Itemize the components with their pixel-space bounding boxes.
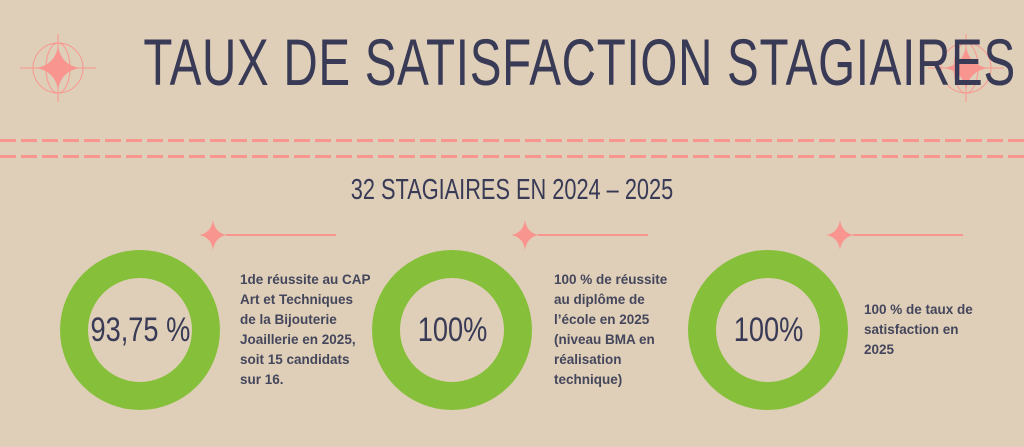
- decor-line: [853, 234, 963, 236]
- subtitle: 32 STAGIAIRES EN 2024 – 2025: [350, 174, 674, 206]
- donut-chart-2: 100%: [372, 250, 532, 410]
- sparkle-globe-icon-left: [20, 34, 96, 102]
- decor-line: [226, 234, 336, 236]
- desc-line: réalisation: [554, 352, 622, 367]
- desc-line: satisfaction en: [864, 322, 959, 337]
- desc-line: soit 15 candidats: [240, 352, 350, 367]
- donut-chart-1: 93,75 %: [60, 250, 220, 410]
- desc-line: au diplôme de: [554, 292, 645, 307]
- stat-description-2: 100 % de réussite au diplôme de l’école …: [554, 270, 667, 390]
- sparkle-globe-icon-right: [928, 34, 1004, 102]
- desc-line: 2025: [864, 342, 895, 357]
- sparkle-icon: [826, 220, 854, 250]
- desc-line: Art et Techniques: [240, 292, 354, 307]
- donut-chart-3: 100%: [688, 250, 848, 410]
- decor-line: [538, 234, 648, 236]
- stat-value: 100%: [417, 310, 487, 349]
- desc-line: 100 % de réussite: [554, 272, 668, 287]
- desc-line: sur 16.: [240, 372, 284, 387]
- stat-description-3: 100 % de taux de satisfaction en 2025: [864, 300, 973, 360]
- desc-line: 1de réussite au CAP: [240, 272, 371, 287]
- sparkle-icon: [199, 220, 227, 250]
- sparkle-icon: [511, 220, 539, 250]
- divider-dashed-top: [0, 139, 1024, 142]
- stat-value: 93,75 %: [90, 310, 190, 349]
- desc-line: de la Bijouterie: [240, 312, 337, 327]
- stat-value: 100%: [733, 310, 803, 349]
- divider-dashed-bottom: [0, 155, 1024, 158]
- desc-line: l’école en 2025: [554, 312, 650, 327]
- desc-line: 100 % de taux de: [864, 302, 973, 317]
- stat-description-1: 1de réussite au CAP Art et Techniques de…: [240, 270, 371, 390]
- desc-line: Joaillerie en 2025,: [240, 332, 356, 347]
- desc-line: (niveau BMA en: [554, 332, 655, 347]
- page-title: TAUX DE SATISFACTION STAGIAIRES: [143, 25, 1016, 99]
- desc-line: technique): [554, 372, 623, 387]
